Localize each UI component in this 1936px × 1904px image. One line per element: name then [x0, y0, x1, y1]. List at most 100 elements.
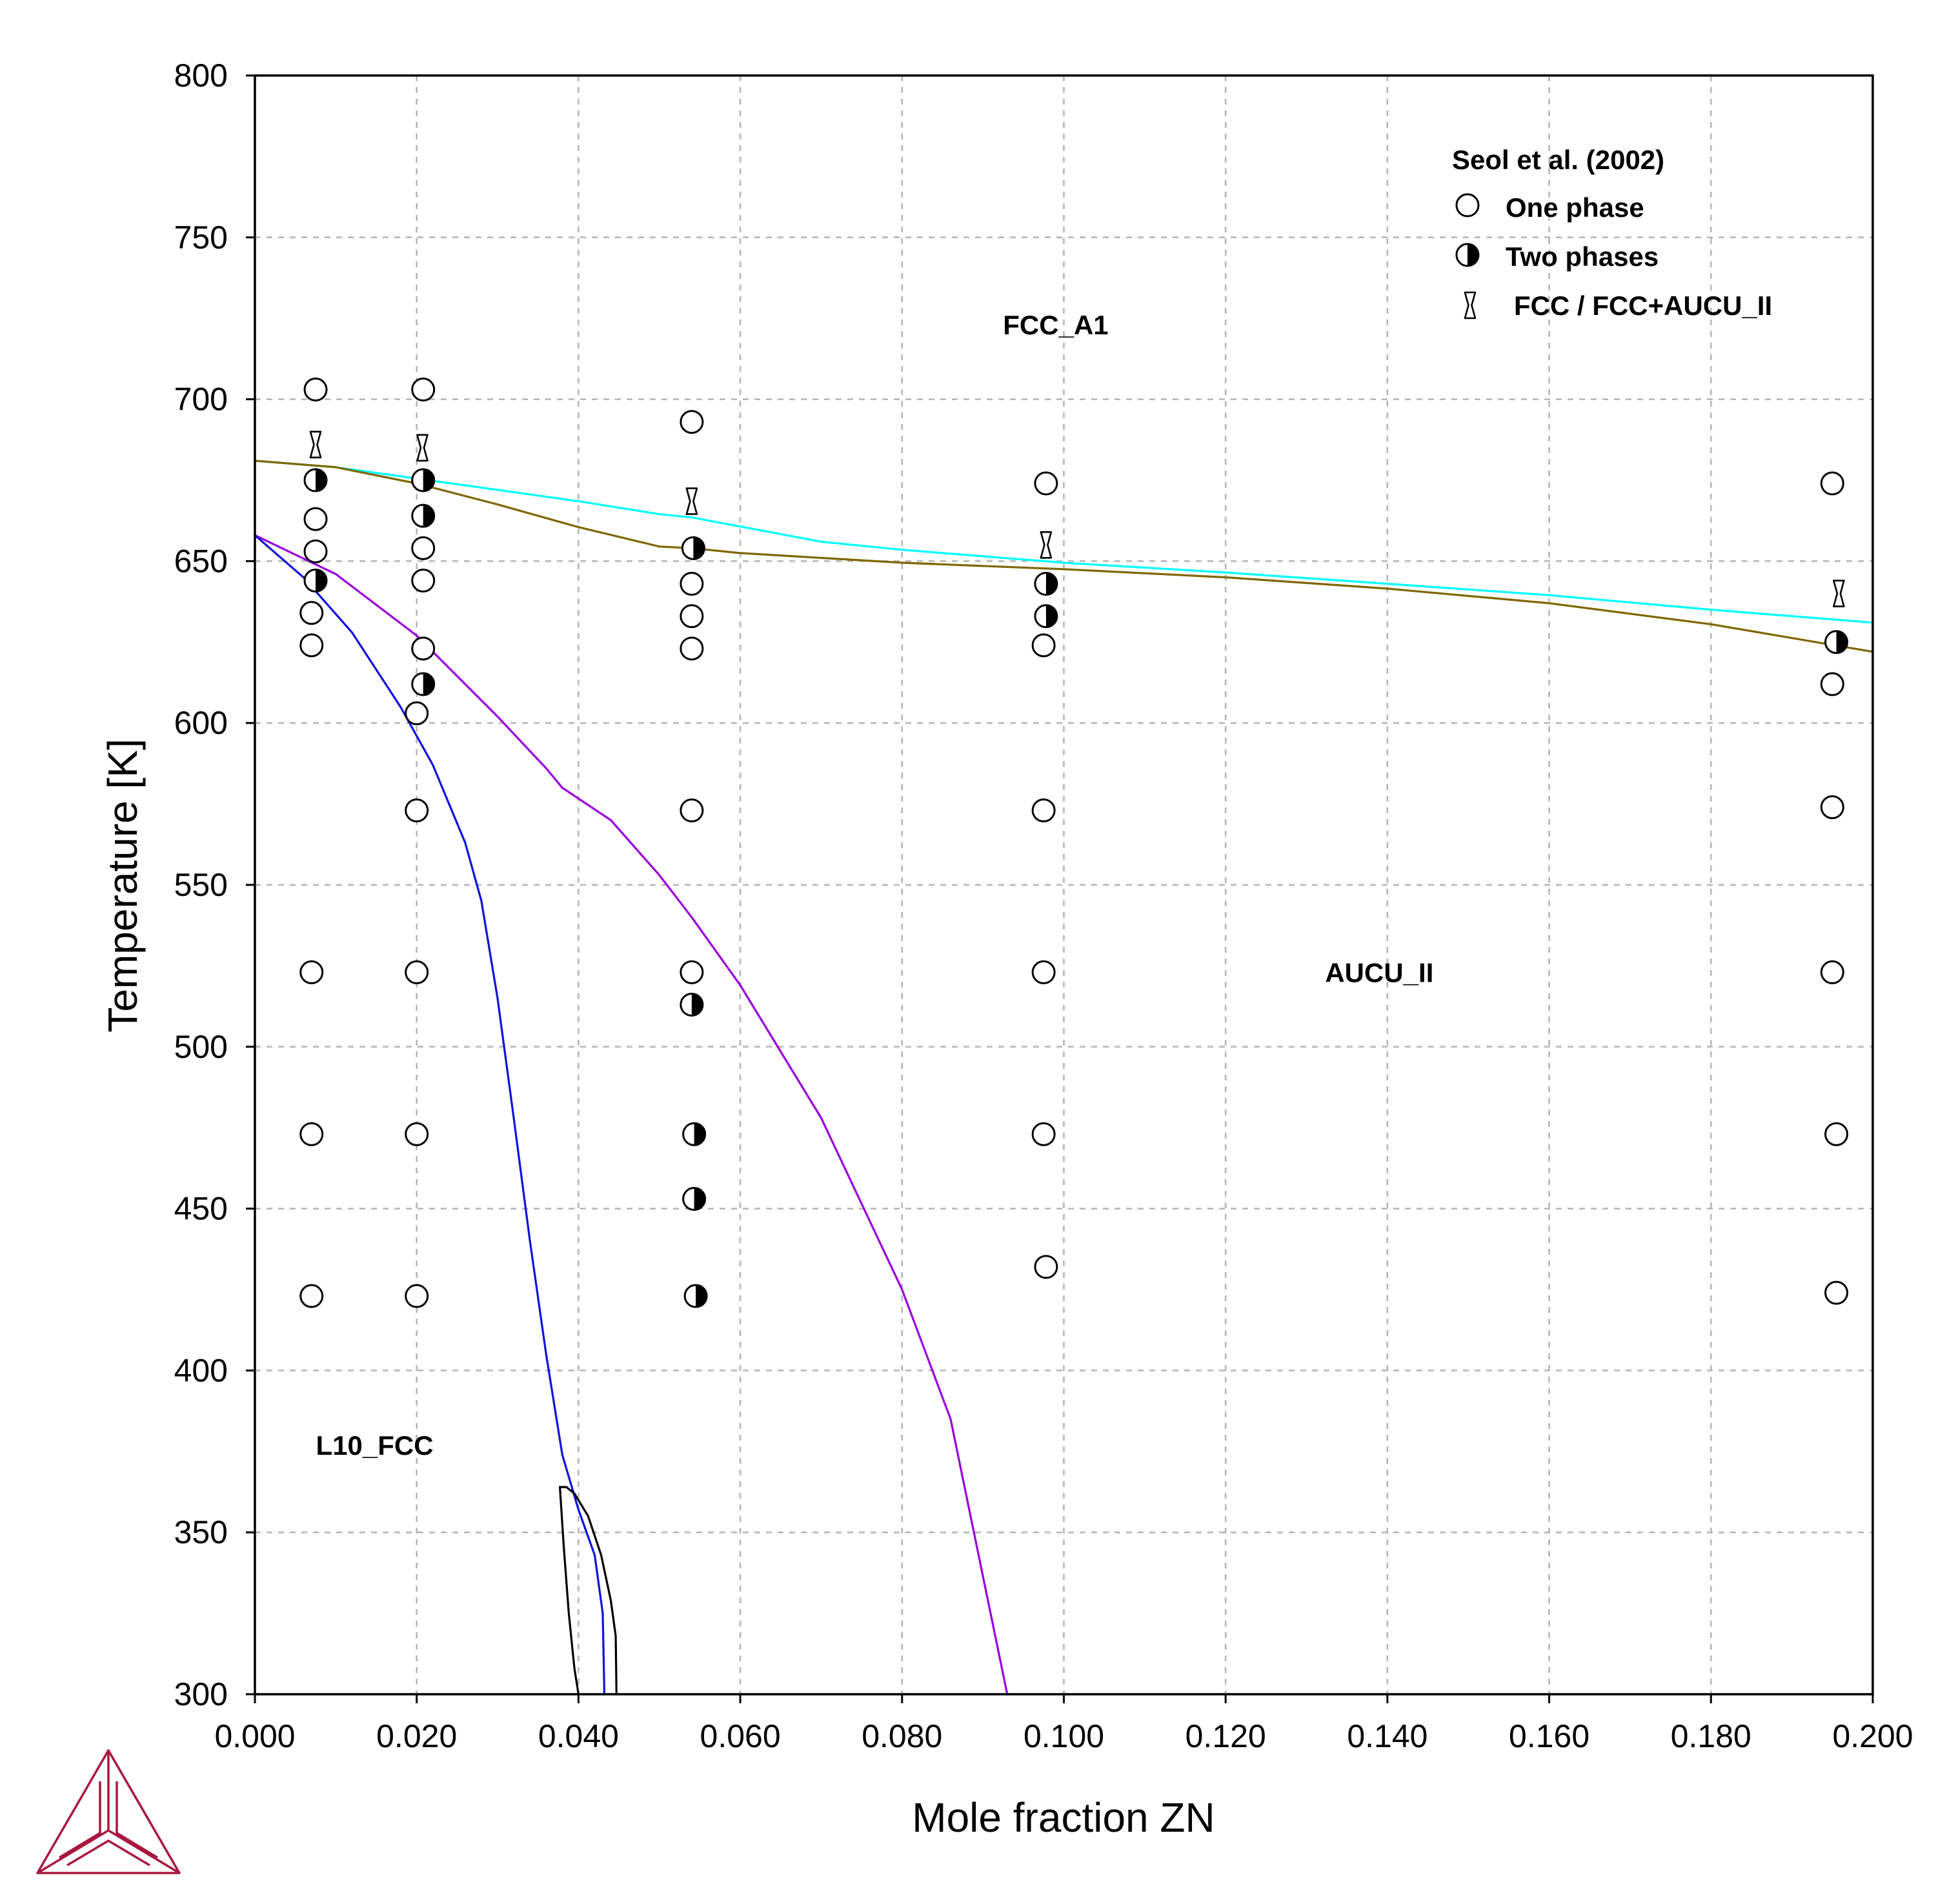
phase-region-labels: FCC_A1 AUCU_II L10_FCC	[316, 310, 1433, 1461]
one-phase-point	[299, 633, 324, 658]
thermo-calc-logo-icon	[36, 1749, 181, 1874]
one-phase-point	[1820, 795, 1844, 820]
fcc-transition-point	[416, 434, 429, 462]
y-axis-title: Temperature [K]	[99, 738, 146, 1032]
phase-boundary-line	[254, 534, 606, 1696]
x-tick-label: 0.040	[538, 1718, 619, 1754]
one-phase-point	[680, 572, 704, 596]
legend-hourglass-marker	[1464, 291, 1477, 319]
experimental-data-points	[299, 378, 1849, 1308]
two-phase-point	[683, 1284, 708, 1308]
one-phase-point	[1820, 471, 1844, 496]
legend-symbols	[1455, 193, 1480, 319]
legend-title: Seol et al. (2002)	[1452, 145, 1664, 175]
one-phase-point	[1034, 471, 1058, 496]
one-phase-point	[405, 1122, 429, 1146]
one-phase-point	[1031, 633, 1056, 658]
legend: Seol et al. (2002) One phase Two phases …	[1452, 145, 1772, 321]
one-phase-point	[1031, 798, 1056, 823]
legend-two-phases-marker	[1455, 243, 1480, 267]
phase-boundary-line	[254, 534, 1009, 1696]
y-tick-label: 700	[174, 381, 228, 418]
phase-boundary-curves	[254, 460, 1874, 1696]
phase-boundary-line	[559, 1486, 618, 1696]
x-tick-label: 0.200	[1832, 1718, 1913, 1754]
fcc-transition-point	[309, 430, 322, 459]
phase-region-label: AUCU_II	[1325, 957, 1433, 987]
two-phase-point	[682, 1187, 707, 1211]
one-phase-point	[1824, 1122, 1849, 1146]
one-phase-point	[299, 1284, 324, 1308]
y-tick-label: 350	[174, 1514, 228, 1550]
y-tick-label: 550	[174, 867, 228, 903]
one-phase-point	[405, 960, 429, 984]
one-phase-point	[411, 378, 436, 402]
phase-boundary-line	[254, 460, 1874, 653]
one-phase-point	[680, 960, 704, 984]
one-phase-point	[1824, 1281, 1849, 1305]
one-phase-point	[411, 568, 436, 592]
legend-label-two-phases: Two phases	[1506, 241, 1659, 272]
y-tick-label: 750	[174, 219, 228, 256]
one-phase-point	[303, 507, 328, 531]
two-phase-point	[1034, 572, 1058, 596]
one-phase-point	[299, 960, 324, 984]
two-phase-point	[411, 468, 436, 492]
phase-boundary-line	[254, 460, 1874, 624]
one-phase-point	[1820, 960, 1844, 984]
two-phase-point	[303, 468, 328, 492]
legend-one-phase-marker	[1455, 193, 1480, 218]
fcc-transition-point	[1833, 580, 1845, 607]
y-tick-label: 400	[174, 1352, 228, 1388]
legend-label-one-phase: One phase	[1506, 192, 1644, 223]
two-phase-point	[1034, 604, 1058, 629]
x-tick-label: 0.120	[1185, 1718, 1266, 1754]
one-phase-point	[680, 410, 704, 434]
x-tick-label: 0.080	[862, 1718, 942, 1754]
two-phase-point	[411, 503, 436, 528]
one-phase-point	[680, 636, 704, 661]
y-tick-label: 650	[174, 543, 228, 579]
one-phase-point	[680, 798, 704, 823]
one-phase-point	[303, 539, 328, 563]
y-tick-label: 500	[174, 1029, 228, 1065]
x-tick-label: 0.060	[700, 1718, 781, 1754]
x-tick-label: 0.140	[1347, 1718, 1427, 1754]
fcc-transition-point	[1040, 531, 1053, 559]
x-tick-label: 0.000	[214, 1718, 295, 1754]
grid-lines	[255, 76, 1873, 1694]
phase-boundary-line	[559, 1486, 580, 1696]
one-phase-point	[1031, 1122, 1056, 1146]
two-phase-point	[1824, 630, 1849, 654]
one-phase-point	[1031, 960, 1056, 984]
two-phase-point	[682, 1122, 707, 1146]
one-phase-point	[1034, 1255, 1058, 1279]
one-phase-point	[411, 636, 436, 661]
legend-label-fcc-transition: FCC / FCC+AUCU_II	[1514, 290, 1772, 321]
x-tick-label: 0.020	[376, 1718, 457, 1754]
one-phase-point	[680, 604, 704, 629]
fcc-transition-point	[685, 487, 698, 515]
one-phase-point	[1820, 672, 1844, 696]
x-tick-label: 0.100	[1023, 1718, 1104, 1754]
y-tick-label: 300	[174, 1676, 228, 1712]
phase-region-label: FCC_A1	[1003, 310, 1108, 340]
two-phase-point	[681, 536, 705, 560]
two-phase-point	[411, 672, 436, 696]
one-phase-point	[299, 601, 324, 625]
one-phase-point	[303, 378, 328, 402]
two-phase-point	[303, 568, 328, 592]
two-phase-point	[680, 993, 704, 1017]
y-tick-label: 600	[174, 705, 228, 741]
y-tick-label: 800	[174, 57, 228, 94]
x-tick-label: 0.160	[1509, 1718, 1589, 1754]
x-axis-title: Mole fraction ZN	[912, 1794, 1215, 1841]
y-tick-label: 450	[174, 1191, 228, 1227]
one-phase-point	[405, 701, 429, 725]
one-phase-point	[405, 1284, 429, 1308]
one-phase-point	[405, 798, 429, 823]
x-tick-label: 0.180	[1671, 1718, 1751, 1754]
one-phase-point	[299, 1122, 324, 1146]
one-phase-point	[411, 536, 436, 560]
